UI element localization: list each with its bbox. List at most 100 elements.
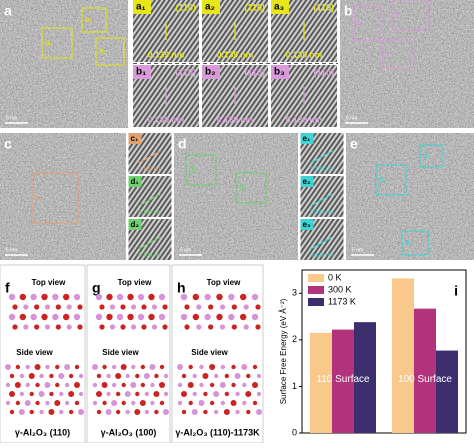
atom xyxy=(35,382,40,388)
atom xyxy=(106,391,111,397)
atom xyxy=(19,293,27,301)
atom xyxy=(78,409,84,415)
structure-caption: γ-Al₂O₃ (110)-1173K xyxy=(175,427,260,437)
atom xyxy=(208,324,214,330)
atom xyxy=(139,400,146,406)
atom xyxy=(144,391,150,397)
inset-label: e₂ xyxy=(303,177,311,186)
y-tick-label: 2 xyxy=(292,334,297,344)
atom xyxy=(255,324,261,330)
atom xyxy=(15,364,21,370)
atom xyxy=(121,382,126,388)
roi-box xyxy=(381,39,411,69)
atom xyxy=(29,409,34,415)
atom xyxy=(5,382,11,388)
atom xyxy=(140,382,146,388)
atom xyxy=(49,373,54,379)
atom xyxy=(224,391,230,397)
legend-label: 0 K xyxy=(328,272,342,282)
view-label: Side view xyxy=(191,348,228,357)
atom xyxy=(216,293,223,301)
bar xyxy=(392,278,414,433)
atom xyxy=(213,373,219,379)
roi-label: a₃ xyxy=(99,47,107,56)
atom xyxy=(92,400,98,406)
spacing-label: 0.139 nm xyxy=(286,114,323,124)
atom xyxy=(137,293,145,301)
atom xyxy=(141,324,147,330)
atom xyxy=(241,364,248,370)
spacing-label: 0.139 nm xyxy=(217,114,254,124)
spacing-label: 0.139 nm xyxy=(139,209,162,215)
atom xyxy=(230,400,237,406)
spacing-label: 0.139 nm xyxy=(286,49,323,59)
atom xyxy=(148,293,155,301)
legend-swatch xyxy=(308,298,324,306)
atom xyxy=(219,324,226,330)
atom xyxy=(55,364,60,370)
atom xyxy=(73,313,81,321)
atom xyxy=(137,313,145,321)
inset-tag xyxy=(202,65,220,79)
roi-box xyxy=(81,7,107,33)
bar xyxy=(414,308,436,433)
atom xyxy=(74,364,80,370)
atom xyxy=(68,373,74,379)
atom xyxy=(140,364,146,370)
inset-label: c₁ xyxy=(131,134,139,143)
panel-label: g xyxy=(92,280,101,296)
atom xyxy=(18,409,25,415)
atom xyxy=(96,391,102,397)
legend-label: 300 K xyxy=(328,284,352,294)
atom xyxy=(102,364,107,370)
view-label: Top view xyxy=(32,278,66,287)
atom xyxy=(192,313,200,321)
legend-label: 1173 K xyxy=(328,296,356,306)
atom xyxy=(44,304,51,310)
atom xyxy=(209,400,215,406)
atom xyxy=(109,324,116,330)
atom xyxy=(96,373,102,379)
bar xyxy=(436,350,458,433)
atom xyxy=(9,409,15,415)
atom xyxy=(181,373,187,379)
scale-label: 5 nm xyxy=(6,115,17,121)
atom xyxy=(130,304,137,310)
atom xyxy=(256,409,262,415)
panel-label: e xyxy=(350,136,358,152)
tem-image xyxy=(0,0,128,128)
view-label: Side view xyxy=(16,348,53,357)
atom xyxy=(224,373,230,379)
atom xyxy=(12,304,18,310)
inset-tag xyxy=(133,65,151,79)
atom xyxy=(5,400,11,406)
atom xyxy=(177,400,183,406)
atom xyxy=(5,364,11,370)
inset-tag xyxy=(128,176,142,187)
roi-box xyxy=(401,230,429,256)
atom xyxy=(38,391,45,397)
atom xyxy=(124,391,131,397)
inset-label: a₃ xyxy=(274,2,285,13)
inset-label: d₁ xyxy=(131,177,140,186)
atom xyxy=(78,391,84,397)
atom xyxy=(95,313,103,321)
structure-caption: γ-Al₂O₃ (110) xyxy=(15,427,70,437)
spacing-label: 0.139 nm xyxy=(139,252,162,258)
atom xyxy=(187,382,194,388)
atom xyxy=(115,409,121,415)
atom xyxy=(28,373,35,379)
atom xyxy=(148,313,155,321)
atom xyxy=(159,364,165,370)
bar xyxy=(332,329,354,433)
atom xyxy=(251,293,259,301)
atom xyxy=(144,409,150,415)
roi-label: d₂ xyxy=(239,183,247,192)
roi-box xyxy=(185,154,217,186)
atom xyxy=(231,364,236,370)
atom xyxy=(213,391,220,397)
atom xyxy=(39,409,44,415)
atom xyxy=(68,391,75,397)
atom xyxy=(120,324,126,330)
